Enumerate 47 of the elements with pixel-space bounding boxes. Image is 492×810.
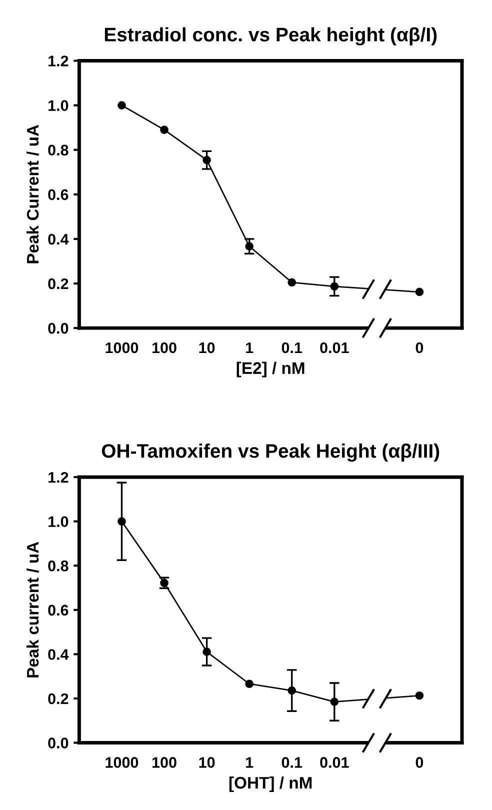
x-axis-title: [E2] / nM — [236, 362, 304, 378]
point — [202, 156, 211, 164]
point — [118, 101, 126, 110]
point — [330, 698, 339, 706]
y-tick-label: 0.0 — [48, 738, 68, 748]
point — [330, 282, 339, 291]
x-tick-label: 0.01 — [320, 757, 349, 768]
point — [415, 691, 424, 700]
y-tick-label: 0.8 — [48, 144, 68, 156]
point — [245, 242, 254, 250]
x-tick-label: 100 — [152, 342, 176, 354]
point — [118, 517, 126, 526]
y-tick-label: 0.4 — [48, 649, 69, 660]
point — [245, 680, 254, 688]
y-tick-label: 0.6 — [48, 189, 68, 200]
point — [415, 288, 424, 296]
y-axis-title: Peak current / uA — [26, 542, 39, 678]
x-tick-label: 0.1 — [282, 757, 302, 768]
y-tick-label: 1.0 — [48, 516, 68, 528]
y-tick-label: 0.2 — [48, 693, 68, 704]
x-tick-label: 1000 — [106, 342, 138, 354]
y-tick-label: 1.2 — [48, 472, 68, 483]
y-tick-label: 0.0 — [48, 322, 68, 334]
y-tick-label: 0.2 — [48, 278, 68, 290]
x-tick-label: 0 — [416, 757, 424, 768]
x-axis-title: [OHT] / nM — [229, 776, 312, 792]
y-tick-label: 1.0 — [48, 100, 68, 111]
point — [288, 278, 296, 287]
x-tick-label: 1000 — [106, 757, 138, 768]
x-tick-label: 10 — [199, 757, 215, 768]
x-tick-label: 0.01 — [320, 342, 349, 354]
y-tick-label: 0.4 — [48, 234, 69, 245]
x-tick-label: 0 — [416, 342, 424, 354]
chart-title: Estradiol conc. vs Peak height (αβ/I) — [104, 27, 437, 46]
y-axis-title: Peak Current / uA — [26, 124, 39, 264]
x-tick-label: 1 — [246, 342, 254, 354]
point — [202, 648, 211, 656]
y-tick-label: 1.2 — [48, 56, 68, 66]
chart-title: OH-Tamoxifen vs Peak Height (αβ/III) — [102, 444, 440, 462]
y-tick-label: 0.6 — [48, 604, 68, 616]
x-tick-label: 100 — [152, 757, 176, 768]
point — [160, 126, 168, 134]
x-tick-label: 10 — [199, 342, 215, 354]
y-tick-label: 0.8 — [48, 560, 68, 572]
point — [288, 686, 296, 695]
x-tick-label: 0.1 — [282, 342, 302, 354]
x-tick-label: 1 — [246, 757, 254, 768]
